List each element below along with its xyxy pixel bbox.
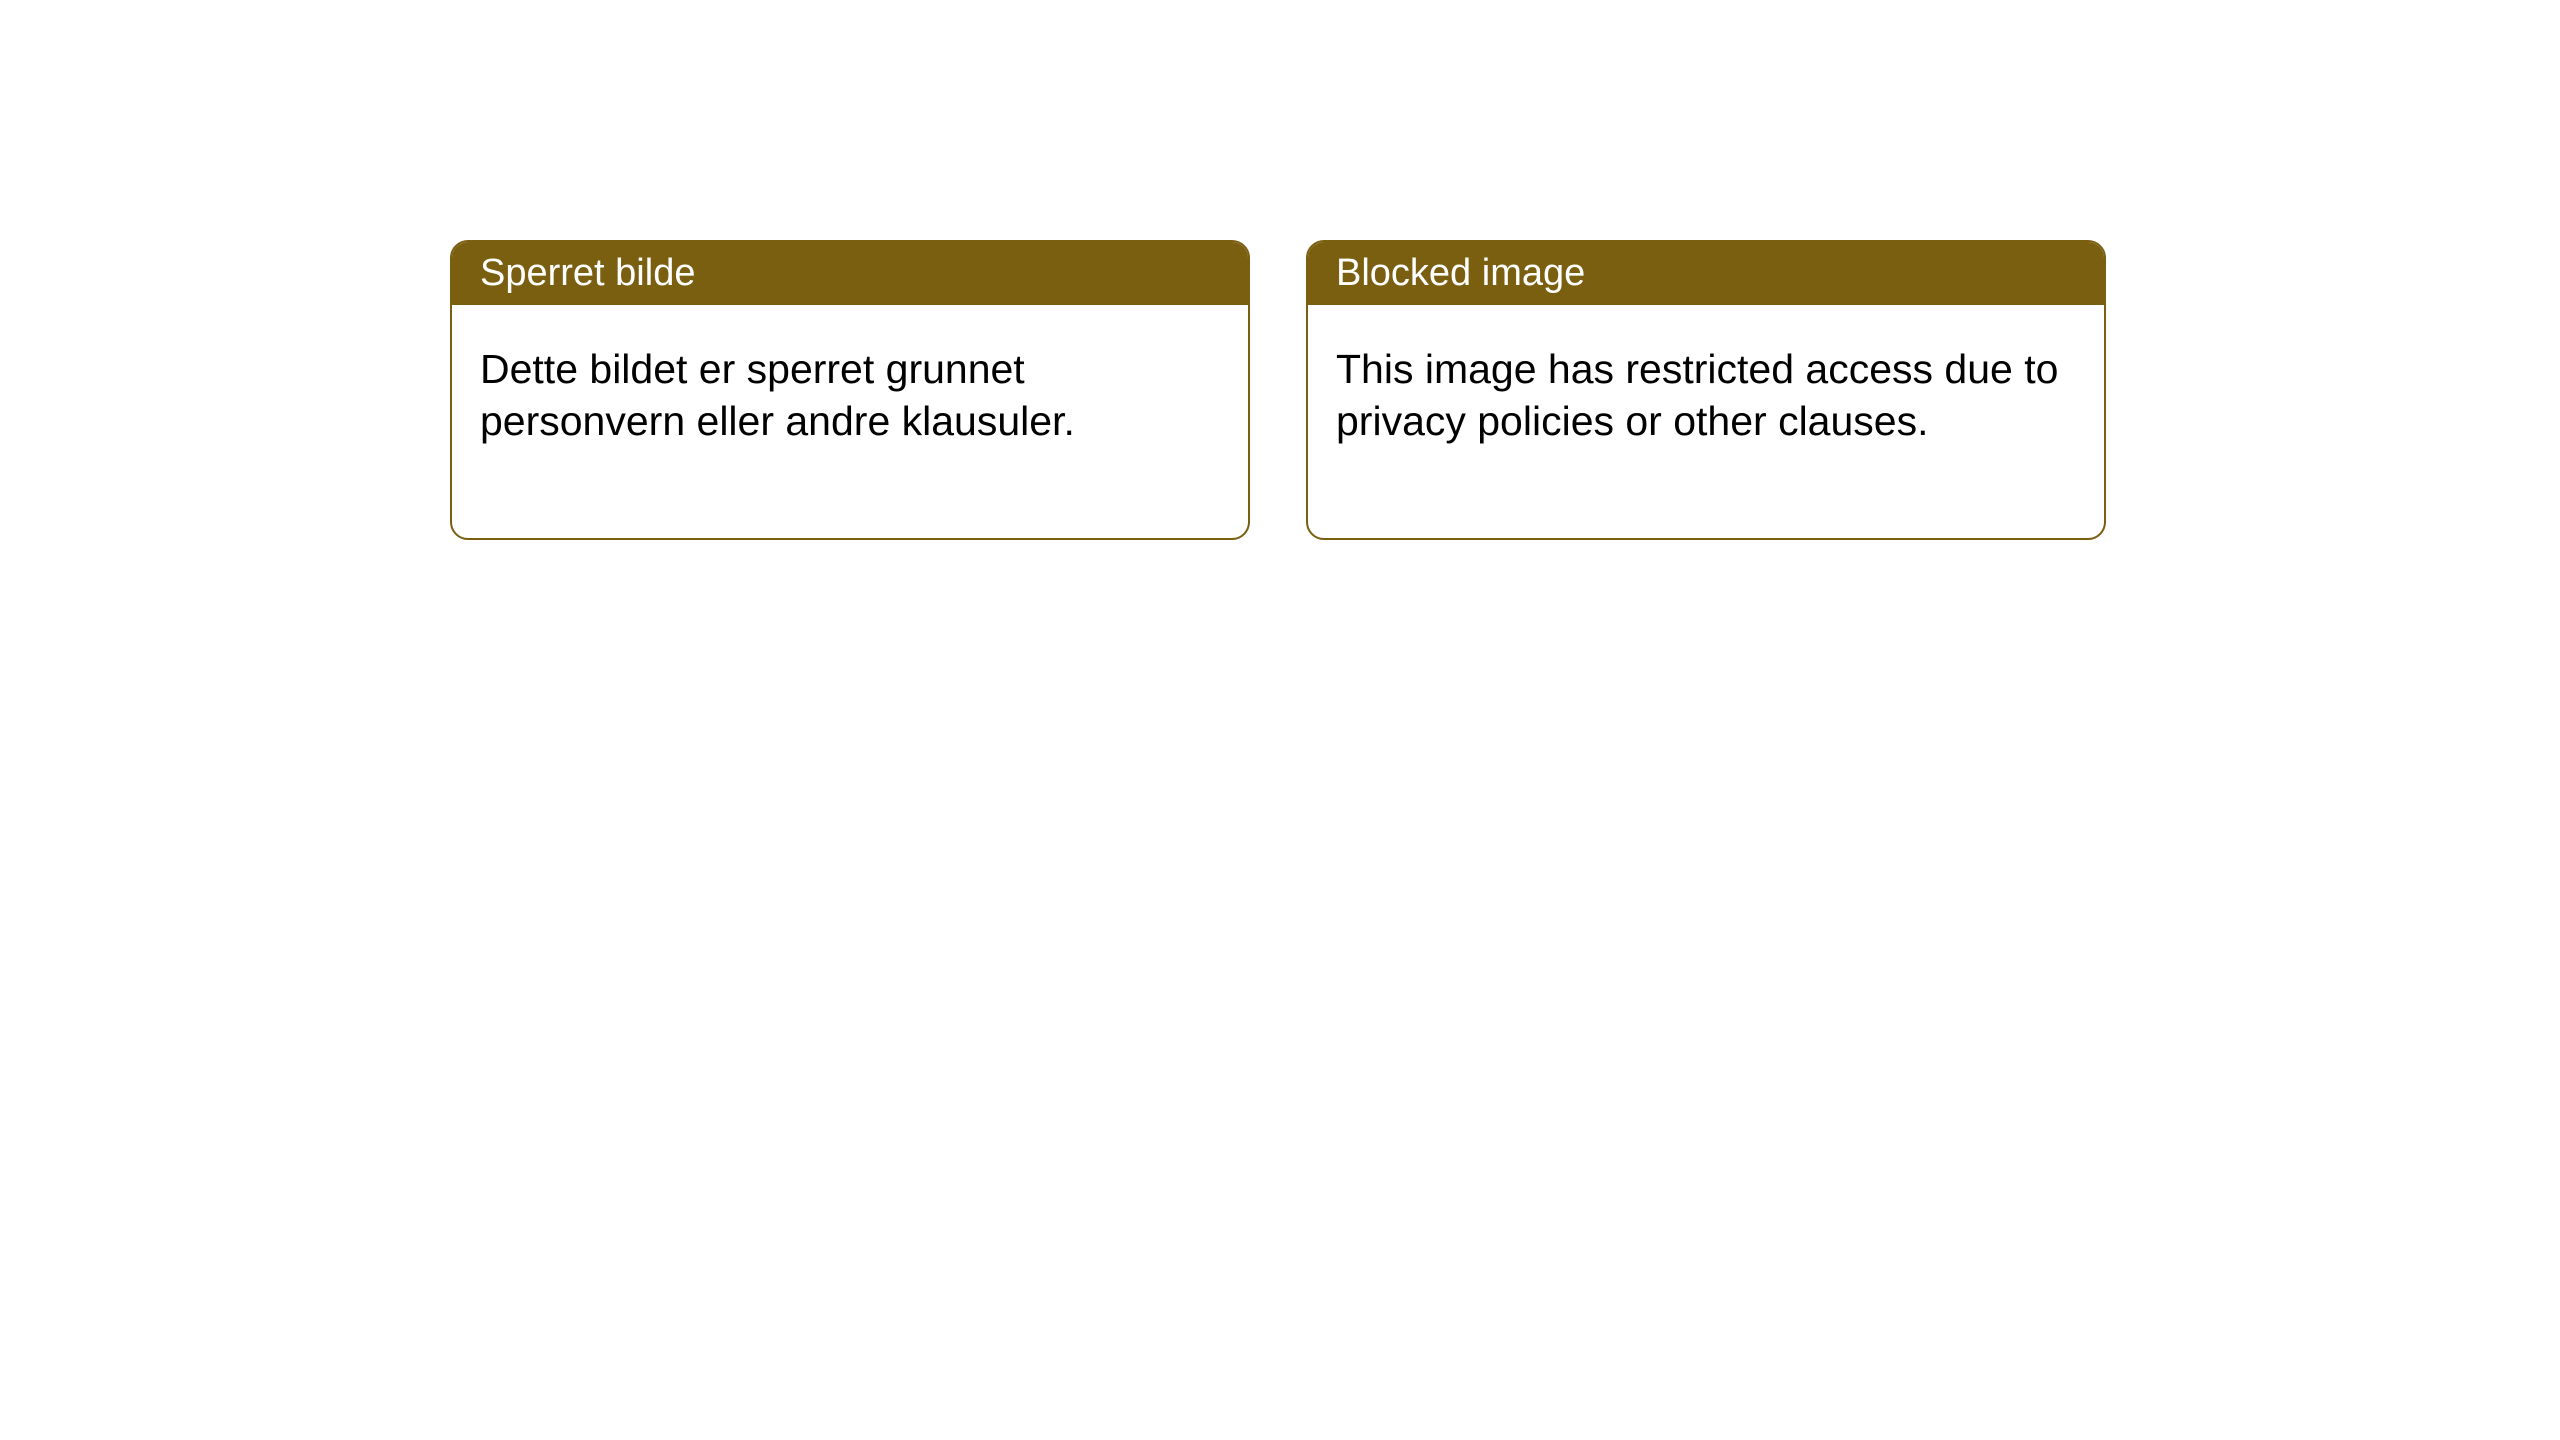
notice-panel-norwegian: Sperret bilde Dette bildet er sperret gr… (450, 240, 1250, 540)
panel-title: Blocked image (1336, 252, 1585, 294)
panel-body: This image has restricted access due to … (1308, 305, 2104, 538)
panel-header: Sperret bilde (452, 242, 1248, 305)
panel-title: Sperret bilde (480, 252, 695, 294)
notice-container: Sperret bilde Dette bildet er sperret gr… (450, 240, 2106, 540)
panel-body: Dette bildet er sperret grunnet personve… (452, 305, 1248, 538)
panel-body-text: Dette bildet er sperret grunnet personve… (480, 346, 1075, 444)
notice-panel-english: Blocked image This image has restricted … (1306, 240, 2106, 540)
panel-header: Blocked image (1308, 242, 2104, 305)
panel-body-text: This image has restricted access due to … (1336, 346, 2058, 444)
